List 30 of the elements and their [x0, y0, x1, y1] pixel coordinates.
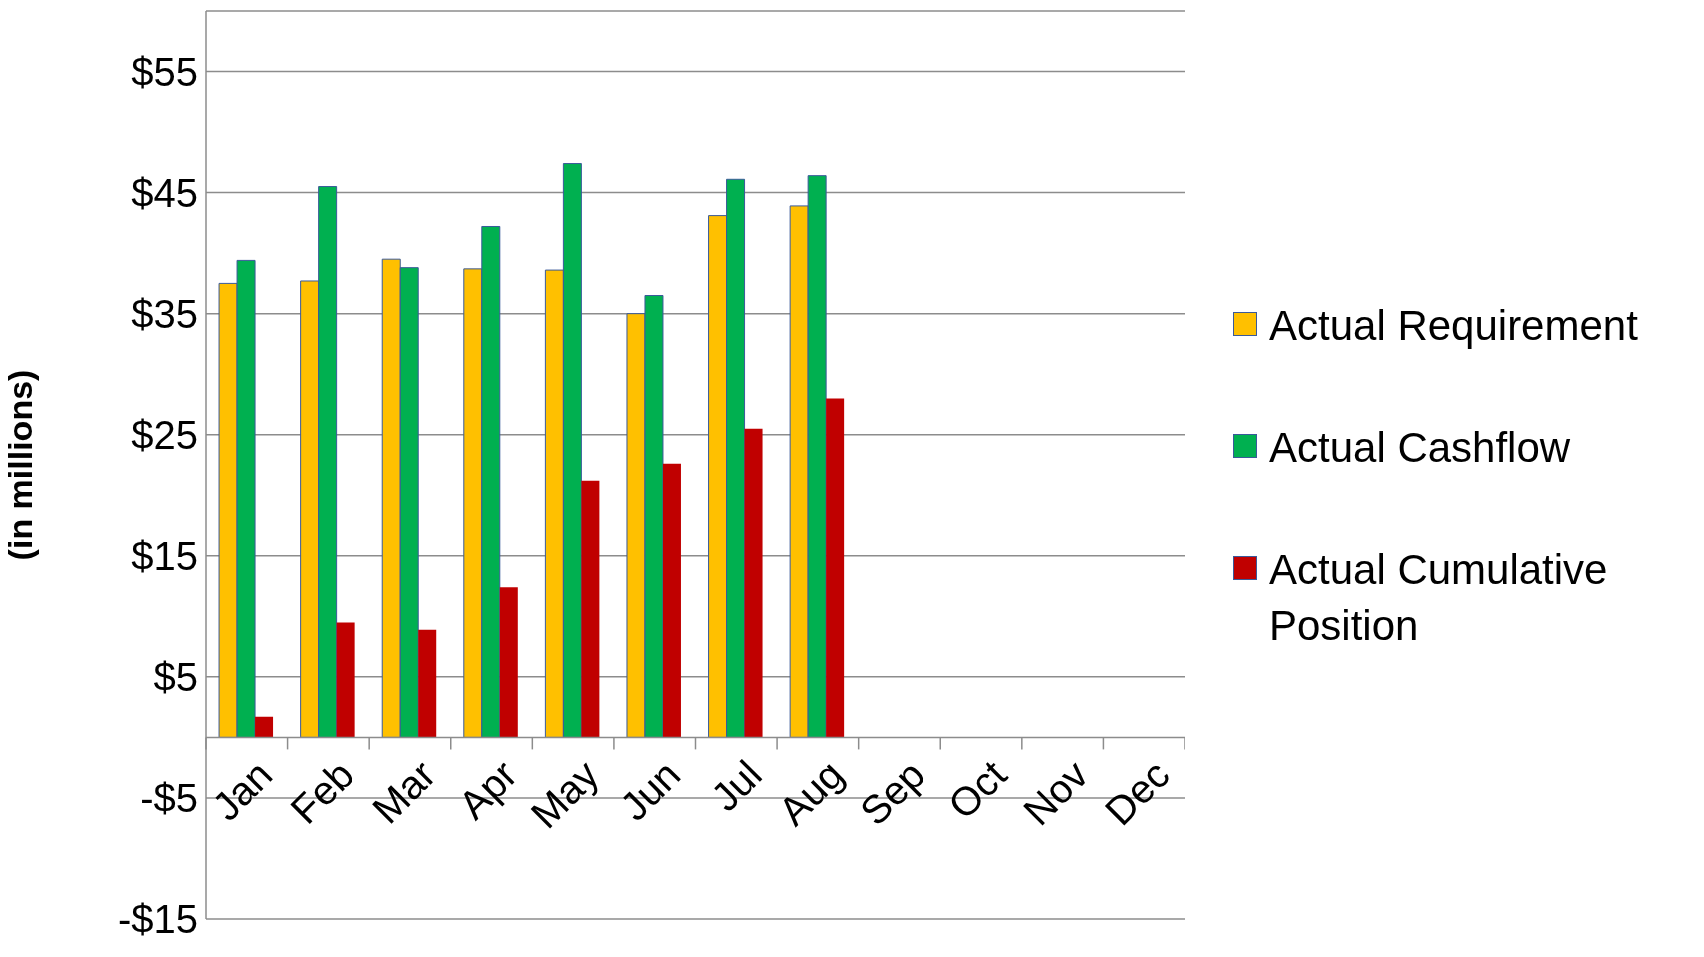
y-tick-label: $35: [131, 291, 198, 336]
bar: [499, 587, 518, 738]
legend-label: Actual Cashflow: [1269, 423, 1571, 473]
x-tick-label: Feb: [282, 751, 363, 832]
bar: [826, 398, 845, 738]
bar: [744, 428, 763, 738]
bar: [581, 480, 600, 738]
y-tick-label: $15: [131, 534, 198, 578]
bar: [255, 716, 274, 738]
y-tick-label: $45: [131, 170, 198, 215]
x-tick-label: Aug: [770, 751, 852, 834]
y-tick-label: -$5: [140, 776, 198, 821]
y-tick-label: -$15: [117, 897, 198, 942]
y-axis-title: (in millions): [1, 369, 40, 561]
legend-label: Actual Cumulative Position: [1269, 545, 1609, 651]
x-tick-label: Nov: [1014, 751, 1097, 834]
x-tick-label: Jul: [702, 751, 770, 820]
x-tick-label: Mar: [363, 751, 444, 832]
bar: [418, 629, 437, 738]
x-tick-label: Oct: [939, 751, 1015, 828]
bar: [336, 622, 355, 738]
y-tick-label: $25: [131, 412, 198, 457]
x-tick-label: Jun: [611, 751, 689, 829]
x-tick-label: Jan: [203, 751, 281, 829]
x-tick-label: Sep: [851, 751, 934, 834]
bar: [662, 463, 681, 738]
y-tick-label: $5: [153, 655, 198, 700]
y-tick-label: $55: [131, 49, 198, 94]
x-tick-label: Dec: [1096, 751, 1178, 834]
legend-label: Actual Requirement: [1269, 301, 1638, 351]
